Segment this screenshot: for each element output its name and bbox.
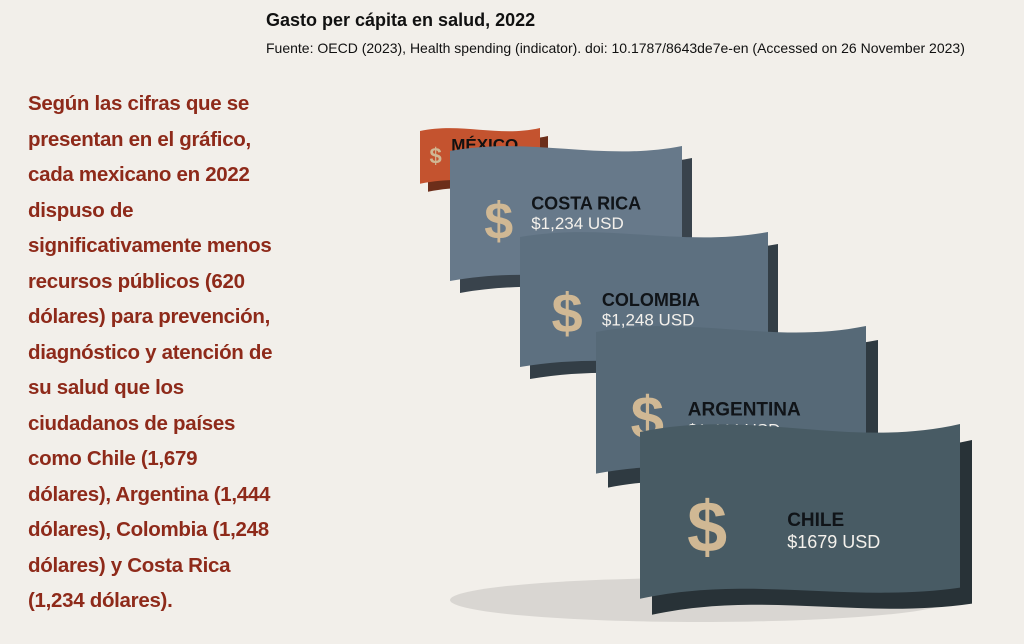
dollar-sign-icon: $ [687, 488, 727, 568]
category-label: CHILE [787, 510, 844, 531]
dollar-sign-icon: $ [484, 192, 513, 250]
value-label: $1,248 USD [602, 311, 695, 330]
category-label: ARGENTINA [688, 399, 801, 420]
bar-chile: $ CHILE$1679 USD [640, 424, 972, 615]
bar-face [640, 424, 960, 599]
value-label: $1679 USD [787, 532, 880, 552]
value-label: $1,234 USD [531, 214, 624, 233]
category-label: COSTA RICA [531, 193, 641, 213]
dollar-sign-icon: $ [429, 144, 441, 169]
body-paragraph: Según las cifras que se presentan en el … [28, 92, 273, 612]
category-label: COLOMBIA [602, 290, 700, 310]
chart-title: Gasto per cápita en salud, 2022 [266, 10, 536, 30]
chart-source: Fuente: OECD (2023), Health spending (in… [266, 40, 965, 56]
dollar-sign-icon: $ [552, 281, 583, 344]
